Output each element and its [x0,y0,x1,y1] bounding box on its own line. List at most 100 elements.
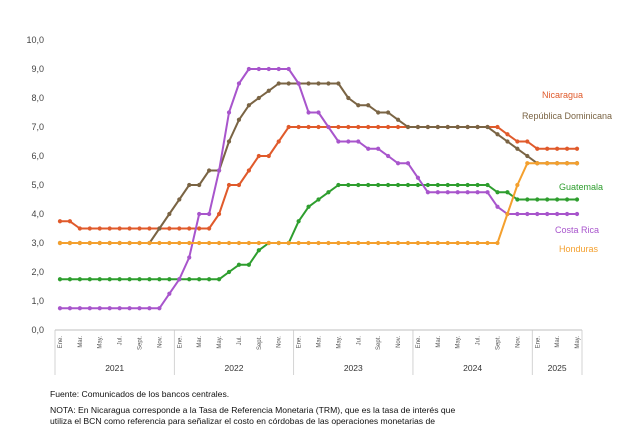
x-tick-label: Jul. [356,336,362,346]
data-point-nicaragua [306,124,311,130]
data-point-republica-dominicana [346,95,351,101]
data-point-guatemala [67,277,73,282]
data-point-guatemala [346,182,351,188]
data-point-guatemala [316,197,321,202]
data-point-costa-rica [157,306,162,311]
data-point-honduras [246,240,251,246]
year-label: 2022 [225,363,244,373]
x-tick-label: Jul. [118,336,124,346]
data-point-honduras [226,240,232,246]
data-point-honduras [346,240,351,246]
data-point-republica-dominicana [286,81,291,86]
data-point-guatemala [505,190,510,195]
data-point-nicaragua [366,124,371,130]
data-point-honduras [564,161,570,166]
data-point-costa-rica [197,211,202,217]
data-point-republica-dominicana [246,103,251,108]
data-point-costa-rica [574,211,580,217]
data-point-nicaragua [216,211,222,217]
data-point-costa-rica [127,306,132,311]
year-label: 2023 [344,363,363,373]
data-point-costa-rica [137,306,142,311]
data-point-costa-rica [57,306,63,311]
data-point-nicaragua [276,139,281,144]
data-point-costa-rica [356,139,361,144]
data-point-nicaragua [346,124,351,130]
data-point-honduras [207,240,212,246]
data-point-honduras [266,240,271,246]
data-point-costa-rica [147,306,152,311]
data-point-republica-dominicana [386,110,391,115]
data-point-guatemala [107,277,112,282]
data-point-nicaragua [246,168,251,173]
data-point-honduras [256,240,261,246]
data-point-costa-rica [395,161,401,166]
data-point-republica-dominicana [425,124,430,130]
data-point-nicaragua [127,226,132,231]
data-point-honduras [276,240,281,246]
data-point-republica-dominicana [505,139,510,144]
data-point-honduras [107,240,112,246]
data-point-honduras [286,240,291,246]
data-point-republica-dominicana [157,226,162,231]
data-point-guatemala [564,197,570,202]
data-point-republica-dominicana [366,103,371,108]
y-tick-label: 4,0 [31,209,44,219]
data-point-honduras [306,240,311,246]
data-point-republica-dominicana [236,117,242,122]
data-point-honduras [366,240,371,246]
data-point-republica-dominicana [276,81,281,86]
data-point-honduras [425,240,430,246]
data-point-guatemala [226,269,232,275]
data-point-costa-rica [87,306,92,311]
data-point-guatemala [197,277,202,282]
data-point-guatemala [555,197,560,202]
data-point-costa-rica [465,190,470,195]
data-point-costa-rica [167,291,172,296]
data-point-costa-rica [366,146,371,151]
x-tick-label: Mar. [436,336,442,348]
data-point-costa-rica [415,175,421,180]
data-point-guatemala [187,277,192,282]
data-point-honduras [157,240,162,246]
data-point-costa-rica [236,81,242,86]
x-tick-label: May. [98,336,104,349]
x-tick-label: May. [456,336,462,349]
data-point-costa-rica [187,255,192,260]
data-point-guatemala [376,182,381,188]
data-point-guatemala [386,182,391,188]
x-tick-label: Mar. [78,336,84,348]
data-point-honduras [545,161,550,166]
x-tick-label: May. [575,336,581,349]
data-point-guatemala [157,277,162,282]
data-point-republica-dominicana [485,124,490,130]
data-point-costa-rica [475,190,480,195]
data-point-costa-rica [246,66,251,72]
data-point-republica-dominicana [197,182,202,188]
data-point-honduras [167,240,172,246]
data-point-nicaragua [515,139,520,144]
data-point-nicaragua [505,132,510,137]
year-label: 2024 [463,363,482,373]
data-point-guatemala [435,182,440,188]
data-point-honduras [137,240,142,246]
series-label-republica-dominicana: República Dominicana [522,111,612,121]
data-point-republica-dominicana [415,124,421,130]
data-point-guatemala [415,182,421,188]
data-point-honduras [495,240,500,246]
y-tick-label: 6,0 [31,151,44,161]
data-point-honduras [455,240,460,246]
data-point-costa-rica [445,190,450,195]
data-point-nicaragua [564,146,570,151]
data-point-nicaragua [376,124,381,130]
data-point-costa-rica [435,190,440,195]
data-point-honduras [127,240,132,246]
data-point-honduras [555,161,560,166]
x-tick-label: Nov. [515,336,521,348]
data-point-honduras [97,240,102,246]
data-point-honduras [535,161,540,166]
data-point-guatemala [525,197,530,202]
data-point-costa-rica [256,66,261,72]
data-point-costa-rica [376,146,381,151]
data-point-honduras [77,240,82,246]
